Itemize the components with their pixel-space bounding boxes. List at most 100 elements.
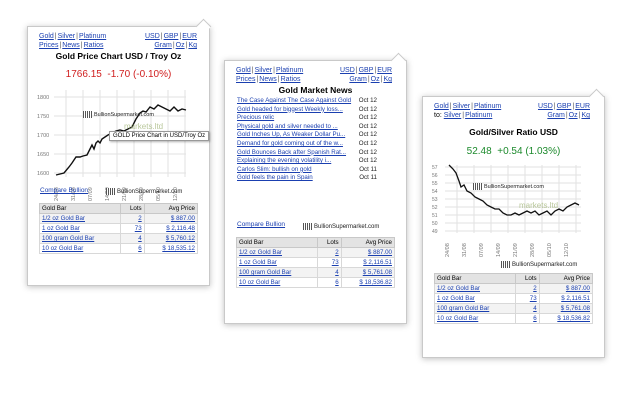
nav-eur-link[interactable]: EUR [575,103,590,110]
lots-link[interactable]: 2 [138,215,142,222]
news-headline-link[interactable]: Explaining the evening volatility i... [237,157,332,165]
news-item[interactable]: Gold Inches Up, As Weaker Dollar Pu... Oc… [237,131,377,140]
news-item[interactable]: Carlos Slim: bullish on gold Oct 11 [237,166,377,175]
nav-ratios-link[interactable]: Ratios [83,42,104,49]
ratio-chart[interactable]: 57 56 55 54 53 52 51 50 49 24/08 31/08 0… [431,161,593,257]
nav-silver-link[interactable]: Silver [57,33,76,40]
news-item[interactable]: Precious relic Oct 12 [237,114,377,123]
news-item[interactable]: Physical gold and silver needed to ... Oc… [237,123,377,132]
news-headline-link[interactable]: Physical gold and silver needed to ... [237,122,338,130]
nav-oz-link[interactable]: Oz [370,76,380,83]
bar-name-link[interactable]: 1 oz Gold Bar [437,295,475,302]
nav-oz-link[interactable]: Oz [175,42,185,49]
price-link[interactable]: $ 887.00 [367,249,392,256]
bar-name-link[interactable]: 100 gram Gold Bar [437,305,490,312]
lots-link[interactable]: 4 [335,269,339,276]
price-link[interactable]: $ 887.00 [170,215,195,222]
nav-silver-link[interactable]: Silver [254,67,273,74]
nav-news-link[interactable]: News [62,42,80,49]
news-headline-link[interactable]: Gold Bounces Back after Spanish Rat... [237,148,347,156]
nav-silver-link[interactable]: Silver [452,103,471,110]
nav-eur-link[interactable]: EUR [182,33,197,40]
bar-name-link[interactable]: 100 gram Gold Bar [239,269,292,276]
news-item[interactable]: Gold feels the pain in Spain Oct 11 [237,174,377,183]
nav-gram-link[interactable]: Gram [154,42,172,49]
bar-name-link[interactable]: 1/2 oz Gold Bar [42,215,85,222]
lots-link[interactable]: 2 [533,285,537,292]
nav-gbp-link[interactable]: GBP [556,103,572,110]
bar-name-link[interactable]: 10 oz Gold Bar [239,279,281,286]
lots-link[interactable]: 4 [138,235,142,242]
table-row[interactable]: 1/2 oz Gold Bar 2 $ 887.00 [38,213,199,224]
compare-bullion-link[interactable]: Compare Bullion [40,187,89,194]
table-row[interactable]: 1 oz Gold Bar 73 $ 2,116.51 [235,257,396,268]
price-link[interactable]: $ 5,761.08 [362,269,392,276]
nav-ratios-link[interactable]: Ratios [280,76,301,83]
nav-gold-silver-link[interactable]: Silver [443,112,462,119]
news-headline-link[interactable]: Demand for gold coming out of the w... [237,139,343,147]
news-headline-link[interactable]: Gold feels the pain in Spain [237,174,313,182]
bullion-logo[interactable]: BullionSupermarket.com [501,261,577,268]
lots-link[interactable]: 73 [134,225,142,232]
news-headline-link[interactable]: Gold Inches Up, As Weaker Dollar Pu... [237,131,346,139]
price-link[interactable]: $ 2,116.51 [363,259,392,266]
table-row[interactable]: 10 oz Gold Bar 6 $ 18,536.82 [433,313,594,324]
nav-platinum-link[interactable]: Platinum [275,67,304,74]
nav-usd-link[interactable]: USD [537,103,553,110]
bar-name-link[interactable]: 100 gram Gold Bar [42,235,95,242]
nav-gold-link[interactable]: Gold [39,33,54,40]
nav-eur-link[interactable]: EUR [377,67,392,74]
bar-name-link[interactable]: 1/2 oz Gold Bar [239,249,282,256]
nav-kg-link[interactable]: Kg [188,42,197,49]
table-row[interactable]: 1/2 oz Gold Bar 2 $ 887.00 [433,283,594,294]
nav-platinum-link[interactable]: Platinum [78,33,107,40]
price-link[interactable]: $ 18,536.82 [557,315,590,322]
news-item[interactable]: The Case Against The Case Against Gold Oc… [237,97,377,106]
news-item[interactable]: Gold headed for biggest Weekly loss... Oc… [237,106,377,115]
nav-usd-link[interactable]: USD [339,67,355,74]
bar-name-link[interactable]: 1 oz Gold Bar [239,259,277,266]
table-row[interactable]: 1 oz Gold Bar 73 $ 2,116.48 [38,223,199,234]
lots-link[interactable]: 73 [331,259,339,266]
price-link[interactable]: $ 5,760.12 [165,235,195,242]
news-headline-link[interactable]: Precious relic [237,114,275,122]
bar-name-link[interactable]: 10 oz Gold Bar [437,315,479,322]
news-item[interactable]: Explaining the evening volatility i... Oc… [237,157,377,166]
lots-link[interactable]: 2 [335,249,339,256]
nav-prices-link[interactable]: Prices [236,76,256,83]
nav-platinum-link[interactable]: Platinum [465,112,493,119]
bar-name-link[interactable]: 1/2 oz Gold Bar [437,285,480,292]
bar-name-link[interactable]: 1 oz Gold Bar [42,225,80,232]
nav-oz-link[interactable]: Oz [568,112,578,119]
news-headline-link[interactable]: Carlos Slim: bullish on gold [237,165,312,173]
lots-link[interactable]: 6 [138,245,142,252]
nav-gbp-link[interactable]: GBP [163,33,179,40]
nav-gbp-link[interactable]: GBP [358,67,374,74]
nav-news-link[interactable]: News [259,76,277,83]
nav-kg-link[interactable]: Kg [383,76,392,83]
table-row[interactable]: 1 oz Gold Bar 73 $ 2,116.51 [433,293,594,304]
nav-platinum-link[interactable]: Platinum [473,103,502,110]
bar-name-link[interactable]: 10 oz Gold Bar [42,245,84,252]
nav-gram-link[interactable]: Gram [349,76,367,83]
lots-link[interactable]: 6 [335,279,339,286]
nav-gold-link[interactable]: Gold [434,103,449,110]
nav-gram-link[interactable]: Gram [547,112,565,119]
table-row[interactable]: 10 oz Gold Bar 6 $ 18,536.82 [235,277,396,288]
price-link[interactable]: $ 2,116.48 [166,225,195,232]
price-link[interactable]: $ 5,761.08 [560,305,590,312]
news-headline-link[interactable]: The Case Against The Case Against Gold [237,97,352,104]
price-link[interactable]: $ 18,536.82 [359,279,392,286]
lots-link[interactable]: 73 [529,295,537,302]
nav-usd-link[interactable]: USD [144,33,160,40]
bullion-logo[interactable]: BullionSupermarket.com [303,223,379,230]
nav-gold-link[interactable]: Gold [236,67,251,74]
table-row[interactable]: 100 gram Gold Bar 4 $ 5,761.08 [235,267,396,278]
lots-link[interactable]: 4 [533,305,537,312]
price-link[interactable]: $ 2,116.51 [561,295,590,302]
nav-prices-link[interactable]: Prices [39,42,59,49]
table-row[interactable]: 100 gram Gold Bar 4 $ 5,760.12 [38,233,199,244]
price-link[interactable]: $ 18,535.12 [162,245,195,252]
nav-kg-link[interactable]: Kg [581,112,590,119]
compare-bullion-link[interactable]: Compare Bullion [237,221,286,228]
